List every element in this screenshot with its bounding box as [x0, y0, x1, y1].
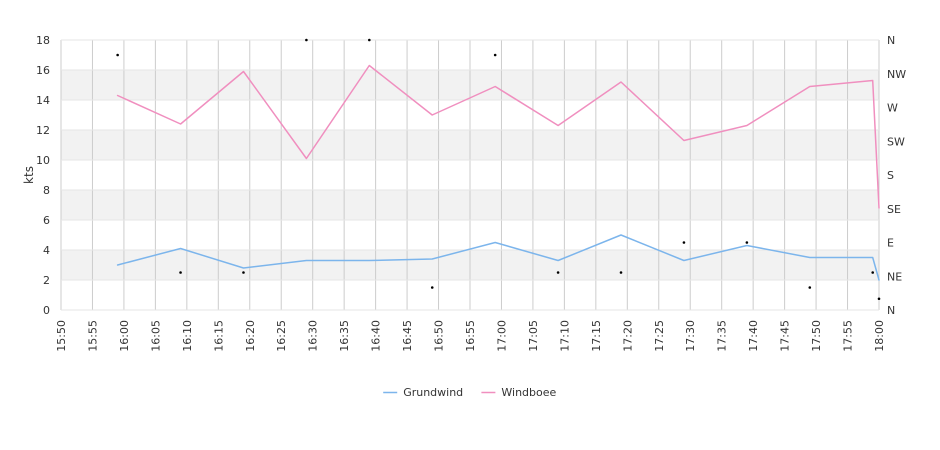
- direction-point: [430, 286, 434, 289]
- y-tick-label: 10: [36, 154, 50, 167]
- x-tick-label: 15:50: [55, 320, 68, 352]
- direction-tick-label: SE: [887, 203, 901, 216]
- direction-tick-label: E: [887, 237, 894, 250]
- x-tick-label: 17:10: [558, 320, 571, 352]
- y-tick-label: 4: [43, 244, 50, 257]
- y-tick-label: 12: [36, 124, 50, 137]
- x-tick-label: 17:50: [810, 320, 823, 352]
- y-tick-label: 0: [43, 304, 50, 317]
- series-line-windboee: [116, 64, 880, 209]
- x-tick-label: 16:15: [212, 320, 225, 352]
- direction-point: [745, 241, 749, 244]
- direction-point: [556, 271, 560, 274]
- direction-point: [116, 53, 119, 57]
- x-tick-label: 18:00: [873, 320, 886, 352]
- series-line-grundwind: [116, 234, 880, 281]
- x-tick-label: 17:40: [747, 320, 760, 352]
- x-tick-label: 17:55: [842, 320, 855, 352]
- direction-point: [682, 241, 686, 244]
- direction-point: [808, 286, 812, 289]
- x-tick-label: 17:15: [590, 320, 603, 352]
- direction-tick-label: SW: [887, 135, 905, 148]
- y-tick-label: 8: [43, 184, 50, 197]
- x-tick-label: 17:25: [653, 320, 666, 352]
- x-tick-label: 17:20: [621, 320, 634, 352]
- x-tick-label: 16:05: [149, 320, 162, 352]
- x-tick-label: 17:45: [779, 320, 792, 352]
- direction-point: [493, 53, 497, 57]
- direction-axis-tick-labels: N NE E SE S SW W NW N: [887, 34, 906, 317]
- direction-point: [305, 38, 308, 42]
- direction-tick-label: NE: [887, 270, 902, 283]
- x-axis-tick-labels: 15:50 15:55 16:00 16:05 16:10 16:15 16:20 16:25…: [55, 320, 886, 352]
- direction-tick-label: S: [887, 169, 894, 182]
- direction-point: [368, 38, 371, 42]
- direction-point: [242, 271, 245, 274]
- x-tick-label: 16:30: [307, 320, 320, 352]
- y-tick-label: 18: [36, 34, 50, 47]
- direction-tick-label: N: [887, 34, 895, 47]
- y-gridlines: [61, 39, 879, 311]
- y-axis-tick-labels: 0 2 4 6 8 10 12 14 16 18: [36, 34, 50, 317]
- x-tick-label: 17:30: [684, 320, 697, 352]
- series-layer: [116, 64, 880, 281]
- x-tick-label: 16:50: [433, 320, 446, 352]
- direction-point: [871, 271, 875, 274]
- y-tick-label: 16: [36, 64, 50, 77]
- x-tick-label: 16:40: [370, 320, 383, 352]
- direction-tick-label: NW: [887, 68, 906, 81]
- y-axis-title: kts: [22, 166, 36, 184]
- x-tick-label: 16:10: [181, 320, 194, 352]
- direction-tick-label: N: [887, 304, 895, 317]
- direction-tick-label: W: [887, 102, 898, 115]
- legend-item-grundwind[interactable]: Grundwind: [383, 386, 463, 399]
- y-tick-label: 14: [36, 94, 50, 107]
- direction-point: [179, 271, 182, 274]
- x-tick-label: 15:55: [86, 320, 99, 352]
- legend-label: Windboee: [501, 386, 556, 399]
- direction-point: [877, 297, 881, 301]
- legend: Grundwind Windboee: [383, 386, 557, 399]
- x-gridlines: [60, 40, 880, 310]
- x-tick-label: 16:20: [244, 320, 257, 352]
- x-tick-label: 16:25: [275, 320, 288, 352]
- x-tick-label: 16:45: [401, 320, 414, 352]
- direction-point: [619, 271, 623, 274]
- direction-points: [116, 38, 881, 301]
- x-tick-label: 17:35: [716, 320, 729, 352]
- legend-label: Grundwind: [403, 386, 463, 399]
- legend-item-windboee[interactable]: Windboee: [481, 386, 557, 399]
- x-tick-label: 16:35: [338, 320, 351, 352]
- x-tick-label: 17:00: [495, 320, 508, 352]
- y-tick-label: 2: [43, 274, 50, 287]
- y-tick-label: 6: [43, 214, 50, 227]
- x-tick-label: 16:55: [464, 320, 477, 352]
- x-tick-label: 17:05: [527, 320, 540, 352]
- x-tick-label: 16:00: [118, 320, 131, 352]
